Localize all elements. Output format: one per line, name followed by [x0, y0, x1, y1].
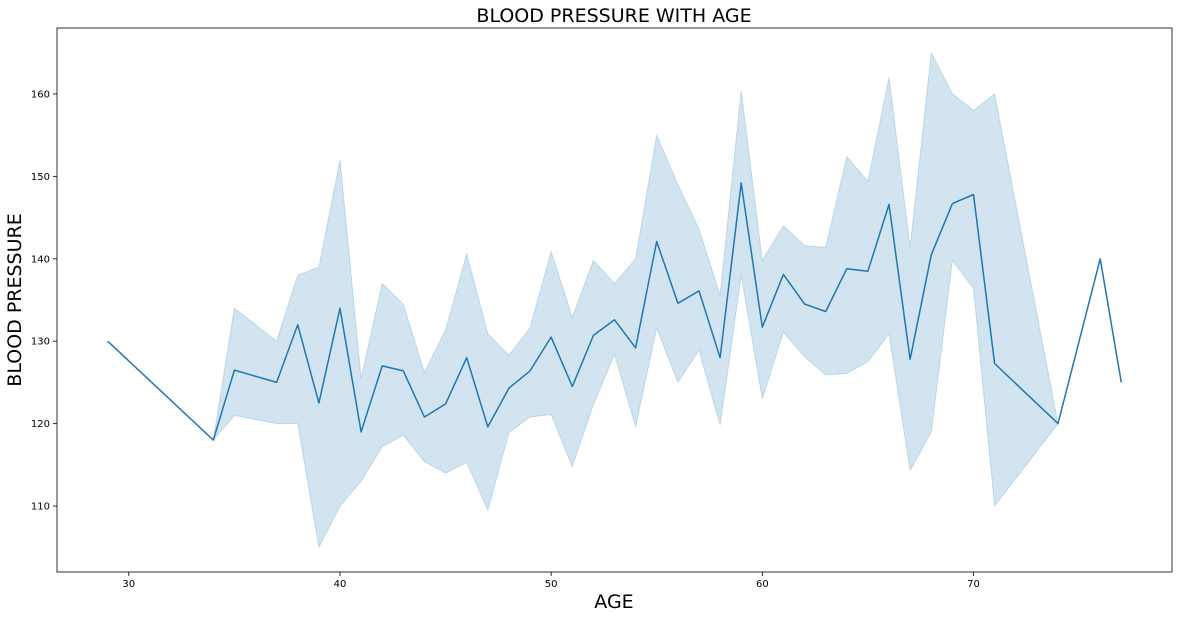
y-tick-label: 120 [31, 419, 50, 430]
plot-frame [56, 27, 1173, 573]
x-tick-label: 60 [756, 579, 769, 590]
y-tick-label: 130 [31, 337, 50, 348]
x-axis-label: AGE [594, 591, 633, 613]
confidence-band [107, 50, 1122, 549]
series-line [107, 182, 1123, 441]
confidence-band-layer [107, 50, 1122, 549]
x-tick-label: 70 [967, 579, 980, 590]
chart-title: BLOOD PRESSURE WITH AGE [476, 5, 751, 27]
x-tick-label: 30 [122, 579, 135, 590]
y-axis-label: BLOOD PRESSURE [4, 213, 26, 386]
y-axis: 110 120 130 140 150 160 [31, 89, 57, 513]
y-tick-label: 150 [31, 172, 50, 183]
x-tick-label: 40 [334, 579, 347, 590]
x-tick-label: 50 [545, 579, 558, 590]
y-tick-label: 140 [31, 254, 50, 265]
x-axis: 30 40 50 60 70 [122, 572, 980, 590]
y-tick-label: 160 [31, 89, 50, 100]
series-line-layer [107, 182, 1123, 441]
y-tick-label: 110 [31, 502, 50, 513]
